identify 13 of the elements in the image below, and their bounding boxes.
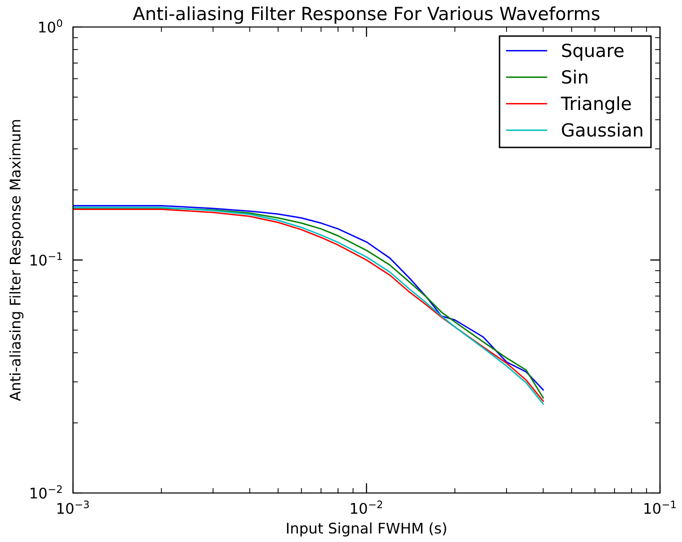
- legend-label: Triangle: [560, 96, 631, 114]
- x-tick-label: 10$^{−1}$: [644, 500, 676, 514]
- legend-label: Square: [562, 44, 624, 61]
- y-tick-label: 10$^{−2}$: [30, 485, 62, 499]
- x-axis-title: Input Signal FWHM (s): [287, 522, 446, 537]
- legend-label: Gaussian: [562, 122, 642, 137]
- x-tick-label: 10$^{−2}$: [350, 500, 382, 514]
- chart-title: Anti-aliasing Filter Response For Various Waveforms: [132, 6, 600, 24]
- y-axis-title: Anti-aliasing Filter Response Maximum: [9, 120, 24, 402]
- x-tick-label: 10$^{−3}$: [57, 500, 89, 514]
- y-tick-label: 10$^{0}$: [39, 19, 62, 33]
- legend-label: Sin: [562, 70, 588, 84]
- y-tick-label: 10$^{−1}$: [30, 252, 62, 266]
